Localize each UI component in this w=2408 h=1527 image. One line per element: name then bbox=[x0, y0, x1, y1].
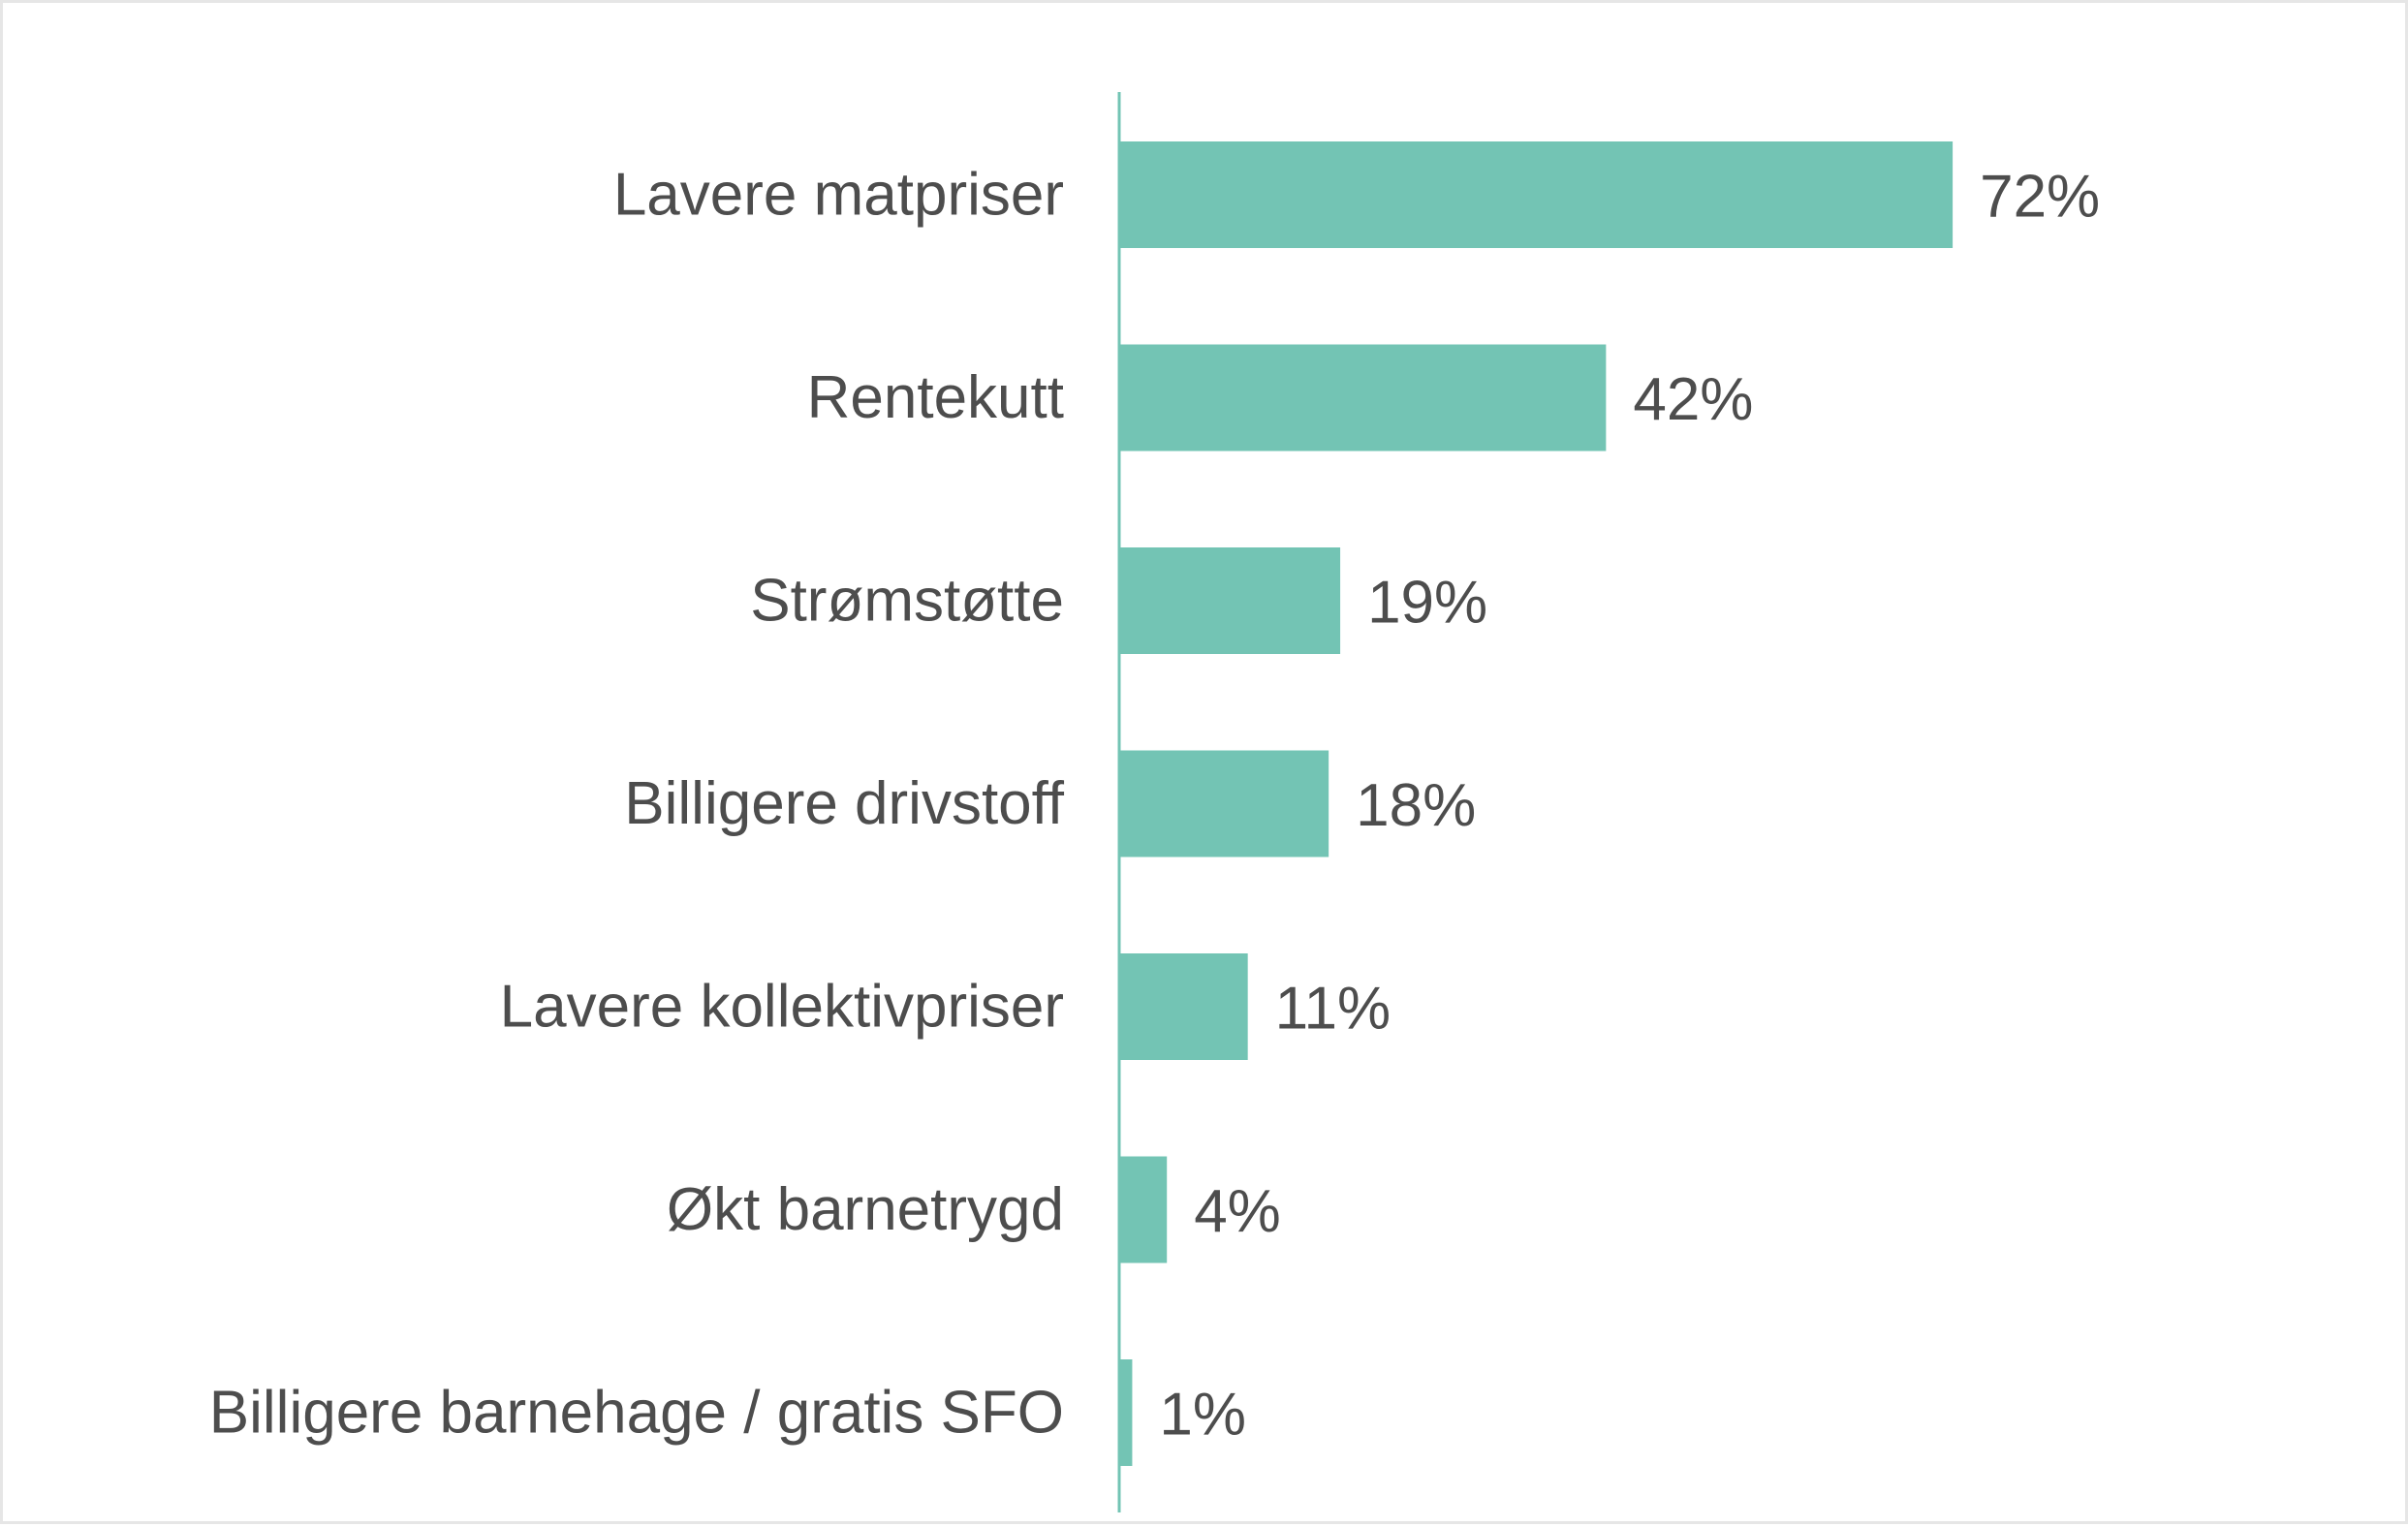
bar-4 bbox=[1120, 750, 1329, 857]
value-label-3: 19% bbox=[1367, 570, 1487, 637]
bar-3 bbox=[1120, 547, 1341, 654]
value-label-1: 72% bbox=[1980, 164, 2100, 231]
category-label-2: Rentekutt bbox=[807, 364, 1064, 431]
value-label-4: 18% bbox=[1356, 772, 1476, 839]
category-label-7: Billigere barnehage / gratis SFO bbox=[209, 1380, 1064, 1447]
bar-7 bbox=[1120, 1359, 1133, 1466]
value-label-6: 4% bbox=[1194, 1178, 1281, 1245]
bar-5 bbox=[1120, 953, 1248, 1060]
bar-1 bbox=[1120, 141, 1954, 248]
bars-layer bbox=[1120, 141, 1954, 1466]
value-label-2: 42% bbox=[1633, 366, 1753, 433]
category-label-5: Lavere kollektivpriser bbox=[500, 974, 1064, 1041]
category-label-3: Strømstøtte bbox=[750, 568, 1064, 635]
bar-6 bbox=[1120, 1156, 1168, 1263]
category-label-1: Lavere matpriser bbox=[613, 162, 1064, 229]
category-label-6: Økt barnetrygd bbox=[667, 1176, 1064, 1243]
bar-2 bbox=[1120, 344, 1607, 452]
value-label-7: 1% bbox=[1159, 1382, 1246, 1449]
labels-layer: Lavere matpriser 72% Rentekutt 42% Strømstøt… bbox=[209, 162, 2100, 1449]
category-label-4: Billigere drivstoff bbox=[624, 770, 1064, 837]
value-label-5: 11% bbox=[1275, 976, 1392, 1043]
bar-chart: Lavere matpriser 72% Rentekutt 42% Strømstøt… bbox=[209, 92, 2100, 1512]
